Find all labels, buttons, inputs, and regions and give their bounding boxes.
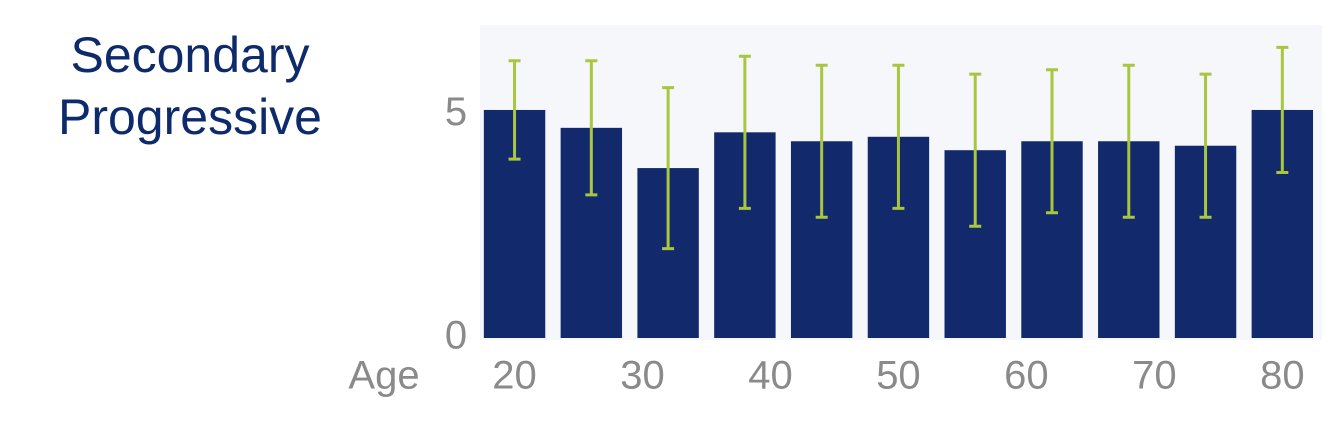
error-bar bbox=[1046, 68, 1058, 215]
error-bar bbox=[892, 63, 905, 210]
error-bar bbox=[815, 63, 828, 219]
y-tick-label: 0 bbox=[445, 314, 467, 358]
error-bar bbox=[662, 86, 675, 251]
x-tick-label: 50 bbox=[876, 354, 921, 398]
y-tick-label: 5 bbox=[445, 90, 467, 134]
error-bar bbox=[1276, 45, 1289, 175]
x-tick-label: 30 bbox=[620, 354, 665, 398]
x-tick-label: 80 bbox=[1260, 354, 1305, 398]
error-bar bbox=[969, 72, 982, 228]
error-bar bbox=[1122, 63, 1135, 219]
error-bar bbox=[508, 59, 521, 161]
x-tick-label: 40 bbox=[748, 354, 793, 398]
error-bar bbox=[1199, 72, 1212, 219]
x-tick-label: 70 bbox=[1132, 354, 1177, 398]
x-axis-label: Age bbox=[348, 354, 419, 398]
x-tick-label: 60 bbox=[1004, 354, 1049, 398]
error-bar bbox=[738, 54, 751, 210]
x-tick-label: 20 bbox=[492, 354, 537, 398]
error-bar bbox=[585, 59, 598, 197]
chart-title: Secondary Progressive bbox=[58, 27, 322, 145]
